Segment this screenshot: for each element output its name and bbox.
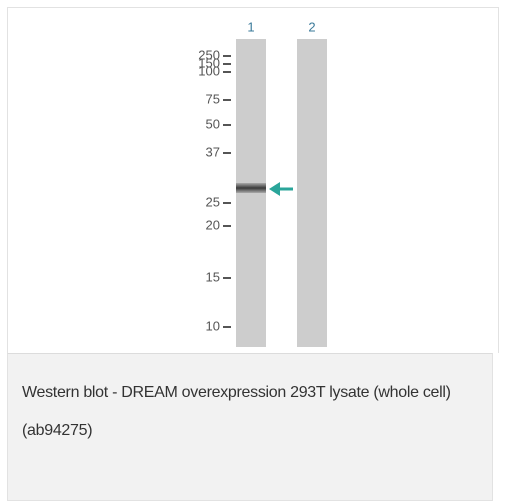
marker-label: 20: [206, 217, 220, 232]
marker-label: 15: [206, 269, 220, 284]
marker-label: 10: [206, 318, 220, 333]
marker-label: 100: [198, 63, 220, 78]
lane-label: 2: [308, 19, 315, 34]
marker-label: 25: [206, 194, 220, 209]
lane-label: 1: [247, 19, 254, 34]
marker-label: 75: [206, 91, 220, 106]
marker-label: 50: [206, 116, 220, 131]
marker-label: 37: [206, 144, 220, 159]
arrow-head: [269, 182, 280, 196]
lane: [297, 39, 327, 347]
band: [236, 183, 266, 193]
caption: Western blot - DREAM overexpression 293T…: [7, 353, 493, 501]
